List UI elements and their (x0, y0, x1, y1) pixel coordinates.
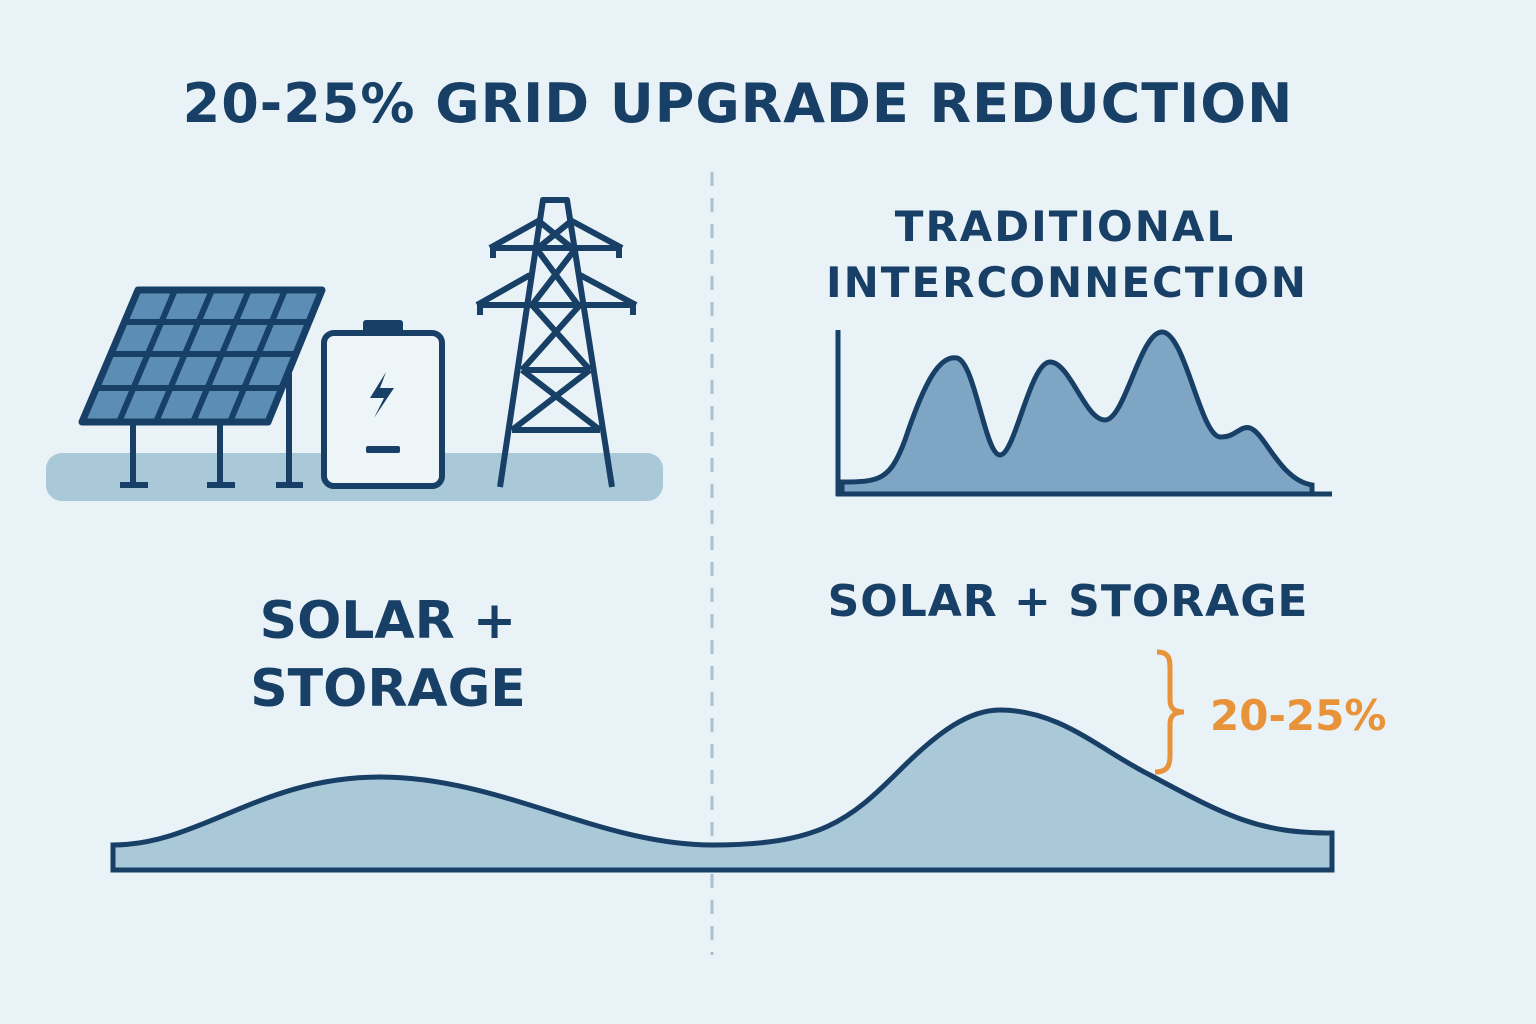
reduction-label: 20-25% (1210, 691, 1386, 740)
traditional-load-curve (839, 329, 1315, 497)
page-title: 20-25% GRID UPGRADE REDUCTION (183, 72, 1294, 135)
traditional-load-chart (835, 329, 1332, 497)
right-solar-storage-label: SOLAR + STORAGE (828, 576, 1309, 627)
energy-illustration (46, 197, 663, 501)
traditional-label-line1: TRADITIONAL (895, 202, 1235, 251)
left-label-line1: SOLAR + (260, 591, 517, 651)
left-label-line2: STORAGE (250, 659, 526, 719)
solar-storage-load-chart (110, 707, 1335, 873)
battery-icon (321, 320, 445, 489)
solar-panel-icon (78, 286, 326, 488)
lightning-bolt-icon (370, 372, 394, 418)
solar-storage-curve (110, 707, 1335, 873)
reduction-bracket-icon (1154, 649, 1185, 775)
minus-icon (366, 446, 400, 453)
traditional-label-line2: INTERCONNECTION (826, 258, 1308, 307)
transmission-tower-icon (475, 197, 638, 488)
